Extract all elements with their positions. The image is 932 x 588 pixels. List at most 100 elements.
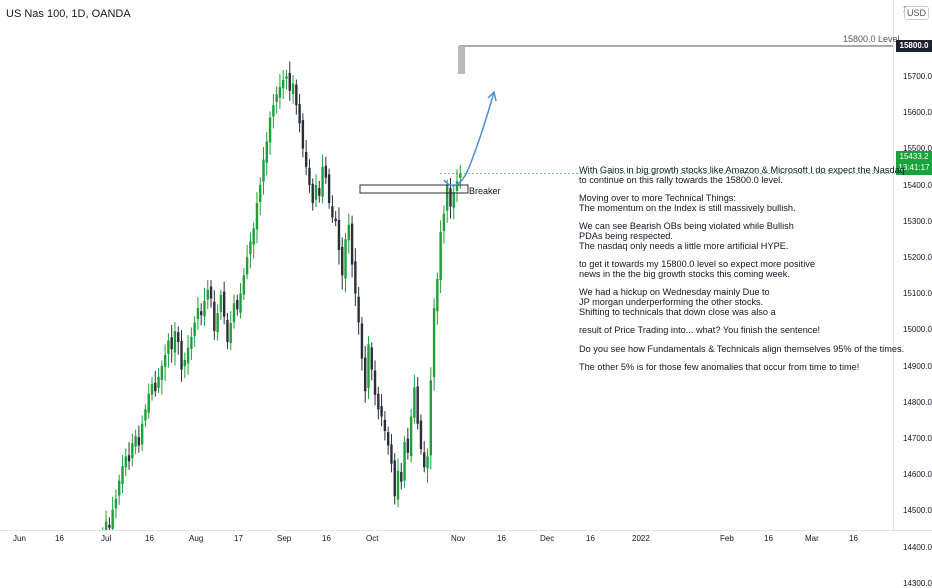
level-label: 15800.0 Level bbox=[843, 34, 900, 44]
candle-body bbox=[118, 480, 121, 496]
projection-arrowhead bbox=[487, 90, 497, 102]
candle-body bbox=[439, 231, 442, 281]
y-tick-label: 14300.0 bbox=[903, 578, 932, 588]
candle-body bbox=[409, 416, 413, 457]
candle-body bbox=[360, 323, 364, 359]
candle-body bbox=[383, 419, 387, 432]
candle-body bbox=[344, 239, 347, 279]
candle-body bbox=[121, 466, 124, 484]
candle-body bbox=[364, 357, 367, 392]
x-tick-label: Nov bbox=[451, 534, 466, 543]
candle-body bbox=[380, 406, 383, 417]
candle-body bbox=[393, 460, 396, 497]
y-tick-label: 14900.0 bbox=[903, 361, 932, 371]
candle-body bbox=[137, 437, 141, 446]
candle-body bbox=[134, 436, 137, 447]
candle-body bbox=[403, 441, 406, 481]
x-tick-label: Dec bbox=[540, 534, 555, 543]
candle-body bbox=[400, 471, 403, 482]
candle-body bbox=[252, 228, 255, 245]
candle-body bbox=[268, 117, 272, 143]
candle-body bbox=[262, 159, 265, 182]
candle-body bbox=[390, 444, 393, 464]
x-tick-label: 16 bbox=[322, 534, 331, 543]
candle-body bbox=[150, 383, 154, 395]
candle-body bbox=[104, 521, 108, 530]
last-price-value: 15433.2 bbox=[899, 152, 929, 161]
candle-body bbox=[442, 213, 446, 231]
candle-body bbox=[416, 386, 419, 424]
price-axis[interactable] bbox=[893, 0, 932, 530]
candle-body bbox=[222, 291, 226, 317]
candle-body bbox=[324, 165, 328, 178]
candle-body bbox=[298, 104, 301, 124]
candle-body bbox=[206, 289, 209, 300]
candle-body bbox=[140, 423, 144, 445]
candle-body bbox=[232, 303, 236, 323]
breaker-label: Breaker bbox=[469, 186, 501, 196]
candle-body bbox=[180, 340, 183, 370]
candle-body bbox=[423, 452, 426, 468]
note-line: The momentum on the Index is still massi… bbox=[579, 202, 796, 213]
y-tick-label: 15400.0 bbox=[903, 180, 932, 190]
candle-body bbox=[200, 311, 203, 316]
x-tick-label: Jun bbox=[13, 534, 26, 543]
candle-body bbox=[367, 344, 370, 388]
candle-body bbox=[193, 322, 196, 336]
candle-body bbox=[239, 293, 242, 313]
candle-body bbox=[311, 183, 314, 203]
y-tick-label: 15600.0 bbox=[903, 108, 932, 118]
candle-body bbox=[373, 370, 377, 395]
candle-body bbox=[301, 120, 305, 149]
note-line: We can see Bearish OBs being violated wh… bbox=[579, 221, 794, 232]
chart-area[interactable] bbox=[0, 0, 932, 550]
y-tick-label: 15700.0 bbox=[903, 72, 932, 81]
x-tick-label: Mar bbox=[805, 534, 819, 543]
note-line: Do you see how Fundamentals & Technicals… bbox=[579, 343, 905, 354]
candle-body bbox=[347, 224, 350, 241]
breaker-box bbox=[359, 184, 469, 194]
level-price-badge: 15800.0 bbox=[896, 40, 932, 52]
candle-body bbox=[386, 432, 390, 446]
note-line: to continue on this rally towards the 15… bbox=[579, 174, 783, 185]
y-tick-label: 14500.0 bbox=[903, 506, 932, 516]
candle-body bbox=[377, 393, 380, 410]
time-axis[interactable] bbox=[0, 530, 932, 551]
x-tick-label: 16 bbox=[55, 534, 64, 543]
candle-body bbox=[259, 184, 262, 202]
candle-body bbox=[295, 84, 298, 106]
y-tick-label: 15100.0 bbox=[903, 289, 932, 299]
candle-body bbox=[186, 347, 190, 364]
candle-body bbox=[275, 94, 278, 102]
candle-body bbox=[127, 455, 131, 462]
candle-body bbox=[337, 219, 341, 251]
candle-body bbox=[183, 360, 186, 367]
candle-body bbox=[426, 456, 429, 469]
candle-body bbox=[406, 438, 410, 453]
candle-body bbox=[265, 141, 268, 163]
currency-badge[interactable]: USD bbox=[904, 6, 930, 20]
note-line: We had a hickup on Wednesday mainly Due … bbox=[579, 287, 770, 298]
candle-body bbox=[196, 307, 200, 320]
candle-body bbox=[288, 73, 291, 91]
note-line: The nasdaq only needs a little more arti… bbox=[579, 240, 789, 251]
candle-body bbox=[321, 166, 324, 197]
candle-body bbox=[147, 393, 150, 413]
level-zone bbox=[458, 46, 465, 74]
last-price-badge: 15433.2 13:41:17 bbox=[896, 151, 932, 175]
y-tick-label: 14700.0 bbox=[903, 434, 932, 443]
candle-body bbox=[413, 387, 416, 418]
x-tick-label: 16 bbox=[764, 534, 773, 543]
candle-body bbox=[242, 275, 246, 295]
candle-body bbox=[354, 261, 357, 294]
chart-title: US Nas 100, 1D, OANDA bbox=[6, 8, 131, 20]
candle-body bbox=[163, 355, 167, 367]
candle-body bbox=[436, 278, 439, 312]
candlestick-chart[interactable] bbox=[0, 0, 932, 550]
candle-body bbox=[124, 456, 127, 468]
x-tick-label: 16 bbox=[849, 534, 858, 543]
candle-body bbox=[170, 337, 173, 350]
candle-body bbox=[160, 365, 164, 380]
candle-body bbox=[190, 336, 193, 349]
candle-body bbox=[318, 188, 321, 196]
